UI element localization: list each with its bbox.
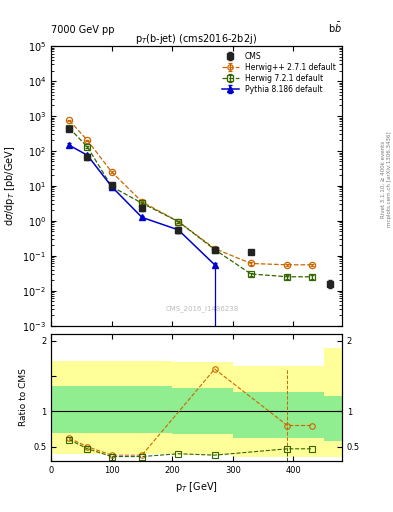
Title: p$_T$(b-jet) (cms2016-2b2j): p$_T$(b-jet) (cms2016-2b2j) xyxy=(136,32,257,46)
Text: CMS_2016_I1486238: CMS_2016_I1486238 xyxy=(166,305,239,312)
Text: Rivet 3.1.10, ≥ 400k events: Rivet 3.1.10, ≥ 400k events xyxy=(381,141,386,218)
Text: 7000 GeV pp: 7000 GeV pp xyxy=(51,25,115,35)
Text: b$\bar{b}$: b$\bar{b}$ xyxy=(328,21,342,35)
Legend: CMS, Herwig++ 2.7.1 default, Herwig 7.2.1 default, Pythia 8.186 default: CMS, Herwig++ 2.7.1 default, Herwig 7.2.… xyxy=(220,50,338,96)
Y-axis label: d$\sigma$/dp$_T$ [pb/GeV]: d$\sigma$/dp$_T$ [pb/GeV] xyxy=(3,145,17,226)
X-axis label: p$_T$ [GeV]: p$_T$ [GeV] xyxy=(175,480,218,494)
Y-axis label: Ratio to CMS: Ratio to CMS xyxy=(18,368,28,426)
Text: mcplots.cern.ch [arXiv:1306.3436]: mcplots.cern.ch [arXiv:1306.3436] xyxy=(387,132,391,227)
